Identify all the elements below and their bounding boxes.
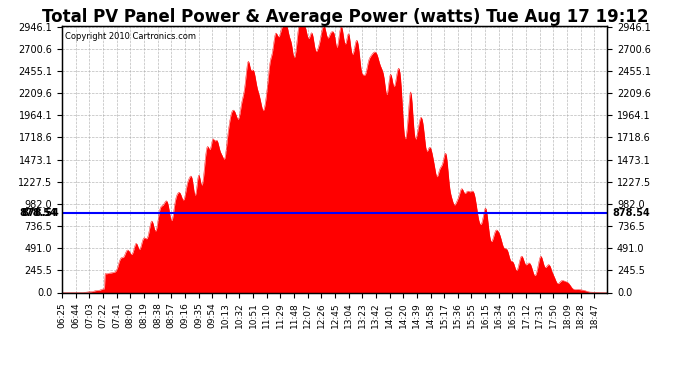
Text: 878.54: 878.54 [613, 208, 651, 218]
Text: 878.54: 878.54 [19, 208, 57, 218]
Text: Copyright 2010 Cartronics.com: Copyright 2010 Cartronics.com [65, 32, 196, 40]
Text: Total PV Panel Power & Average Power (watts) Tue Aug 17 19:12: Total PV Panel Power & Average Power (wa… [42, 8, 648, 26]
Text: 878.54: 878.54 [21, 208, 59, 218]
